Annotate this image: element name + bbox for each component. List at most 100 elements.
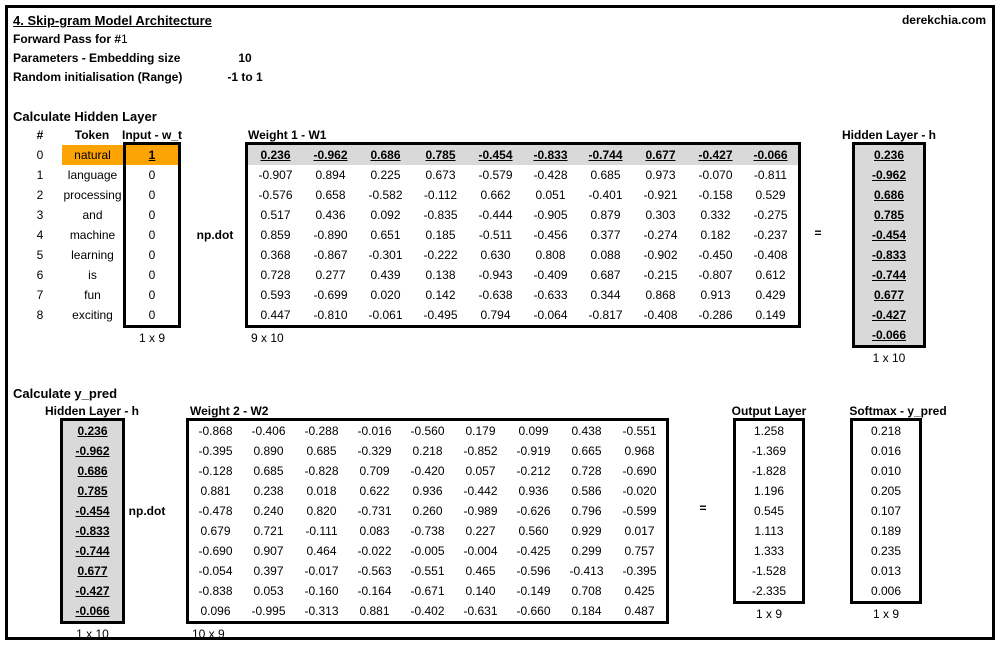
- token-label: natural: [62, 145, 123, 165]
- hidden-value: -0.962: [871, 168, 907, 182]
- matrix-row: 0.593 -0.699 0.020 0.142 -0.638 -0.633 0.344 0.…: [248, 285, 798, 305]
- matrix-cell: 0.785: [425, 148, 456, 162]
- matrix-cell: 0.487: [624, 604, 655, 618]
- hidden-value: -0.427: [871, 308, 907, 322]
- output-dimension: 1 x 9: [755, 607, 782, 621]
- matrix-cell: 0.149: [755, 308, 786, 322]
- matrix-cell: -0.807: [698, 268, 733, 282]
- token-index: 4: [36, 228, 44, 242]
- index-column: 0 1 2 3 4 5 6 7 8: [28, 145, 52, 325]
- matrix-cell: 0.185: [425, 228, 456, 242]
- matrix-cell: 0.051: [535, 188, 566, 202]
- matrix-cell: 0.913: [700, 288, 731, 302]
- matrix-cell: 0.447: [260, 308, 291, 322]
- matrix-cell: 0.053: [253, 584, 284, 598]
- input-value: 0: [148, 288, 156, 302]
- matrix-cell: 0.879: [590, 208, 621, 222]
- matrix-row: -0.128 0.685 -0.828 0.709 -0.420 0.057 -0.212 0…: [189, 461, 666, 481]
- matrix-cell: -0.005: [410, 544, 445, 558]
- matrix-cell: 0.439: [370, 268, 401, 282]
- hidden-layer-vector-1: 0.236 -0.962 0.686 0.785 -0.454 -0.833 -0.744 0…: [852, 142, 926, 348]
- input-value: 0: [148, 188, 156, 202]
- matrix-cell: -0.576: [258, 188, 293, 202]
- hidden-layer-header-1: Hidden Layer - h: [841, 128, 936, 142]
- matrix-row: 0.679 0.721 -0.111 0.083 -0.738 0.227 0.560 0.9…: [189, 521, 666, 541]
- token-label: language: [67, 168, 118, 182]
- matrix-cell: 0.673: [425, 168, 456, 182]
- token-label: exciting: [72, 308, 113, 322]
- matrix-row: 0.859 -0.890 0.651 0.185 -0.511 -0.456 0.377 -0…: [248, 225, 798, 245]
- hidden-value: -0.744: [75, 544, 110, 558]
- matrix-cell: -0.402: [410, 604, 445, 618]
- output-value: -1.528: [751, 564, 787, 578]
- matrix-cell: 0.586: [571, 484, 602, 498]
- matrix-cell: -0.579: [478, 168, 513, 182]
- matrix-cell: -0.835: [423, 208, 458, 222]
- output-value: 1.333: [753, 544, 785, 558]
- matrix-cell: 0.622: [359, 484, 390, 498]
- softmax-value: 0.013: [870, 564, 902, 578]
- matrix-cell: -0.215: [643, 268, 678, 282]
- matrix-cell: 0.303: [645, 208, 676, 222]
- matrix-cell: 0.728: [260, 268, 291, 282]
- matrix-cell: 0.517: [260, 208, 291, 222]
- matrix-cell: -0.919: [516, 444, 551, 458]
- token-index: 5: [36, 248, 44, 262]
- softmax-value: 0.107: [870, 504, 902, 518]
- matrix-cell: -0.660: [516, 604, 551, 618]
- matrix-cell: -0.016: [357, 424, 392, 438]
- matrix-cell: -0.329: [357, 444, 392, 458]
- input-value: 0: [148, 228, 156, 242]
- matrix-cell: 0.138: [425, 268, 456, 282]
- softmax-vector: 0.218 0.016 0.010 0.205 0.107 0.189 0.235 0.013…: [850, 418, 922, 604]
- matrix-cell: -0.456: [533, 228, 568, 242]
- hidden-dimension-2: 1 x 10: [76, 627, 109, 641]
- matrix-cell: 0.182: [700, 228, 731, 242]
- matrix-row: 0.368 -0.867 -0.301 -0.222 0.630 0.808 0.088 -0…: [248, 245, 798, 265]
- token-label: and: [82, 208, 103, 222]
- matrix-cell: -0.128: [198, 464, 233, 478]
- matrix-cell: -0.286: [698, 308, 733, 322]
- matrix-cell: -0.817: [588, 308, 623, 322]
- matrix-cell: 0.936: [412, 484, 443, 498]
- softmax-value: 0.010: [870, 464, 902, 478]
- output-layer-vector: 1.258 -1.369 -1.828 1.196 0.545 1.113 1.333 -1.…: [733, 418, 805, 604]
- matrix-row: -0.576 0.658 -0.582 -0.112 0.662 0.051 -0.401 -…: [248, 185, 798, 205]
- matrix-cell: -0.962: [313, 148, 348, 162]
- matrix-cell: 0.859: [260, 228, 291, 242]
- matrix-cell: -0.061: [368, 308, 403, 322]
- np-dot-label-2: np.dot: [128, 504, 166, 518]
- matrix-cell: 0.709: [359, 464, 390, 478]
- forward-pass-number: 1: [121, 32, 128, 46]
- matrix-cell: 0.260: [412, 504, 443, 518]
- matrix-cell: -0.905: [533, 208, 568, 222]
- matrix-cell: -0.852: [463, 444, 498, 458]
- matrix-row: -0.868 -0.406 -0.288 -0.016 -0.560 0.179 0.099…: [189, 421, 666, 441]
- matrix-cell: 0.529: [755, 188, 786, 202]
- matrix-cell: -0.631: [463, 604, 498, 618]
- input-value: 0: [148, 268, 156, 282]
- softmax-dimension: 1 x 9: [872, 607, 899, 621]
- hidden-value: -0.454: [871, 228, 907, 242]
- token-index: 1: [36, 168, 44, 182]
- hidden-value: 0.785: [77, 484, 108, 498]
- matrix-cell: -0.420: [410, 464, 445, 478]
- matrix-cell: 0.685: [306, 444, 337, 458]
- matrix-cell: 0.099: [518, 424, 549, 438]
- matrix-cell: -0.731: [357, 504, 392, 518]
- matrix-cell: 0.436: [315, 208, 346, 222]
- output-value: 1.196: [753, 484, 785, 498]
- matrix-cell: 0.796: [571, 504, 602, 518]
- matrix-row: -0.690 0.907 0.464 -0.022 -0.005 -0.004 -0.425…: [189, 541, 666, 561]
- hidden-dimension-1: 1 x 10: [872, 351, 906, 365]
- matrix-cell: 0.277: [315, 268, 346, 282]
- index-column-header: #: [36, 128, 44, 142]
- matrix-cell: -0.054: [198, 564, 233, 578]
- token-label: machine: [69, 228, 116, 242]
- hidden-value: -0.962: [75, 444, 110, 458]
- matrix-cell: 0.685: [590, 168, 621, 182]
- matrix-cell: 0.929: [571, 524, 602, 538]
- matrix-cell: 0.088: [590, 248, 621, 262]
- w1-title: Weight 1 - W1: [248, 128, 327, 142]
- hidden-layer-vector-2: 0.236 -0.962 0.686 0.785 -0.454 -0.833 -0.744 0…: [60, 418, 125, 624]
